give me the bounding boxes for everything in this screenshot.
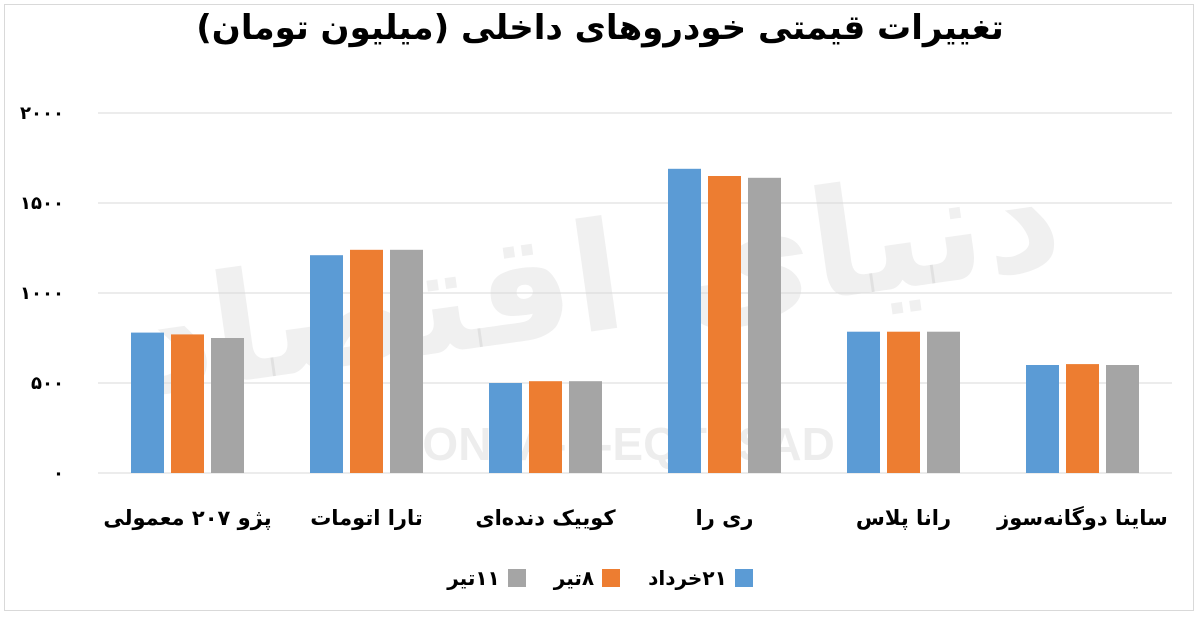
bar [529,381,562,473]
bar [310,255,343,473]
legend-swatch [507,569,526,587]
x-tick-label: پژو ۲۰۷ معمولی [103,506,271,530]
y-tick-label: ۵۰۰ [31,373,64,394]
y-axis-labels: ۰ ۵۰۰ ۱۰۰۰ ۱۵۰۰ ۲۰۰۰ [20,103,64,484]
bar [350,249,383,473]
y-tick-label: ۲۰۰۰ [20,103,64,124]
legend-swatch [602,569,621,587]
chart-frame [4,4,1194,611]
bar [887,331,920,473]
x-tick-label: تارا اتومات [310,506,423,530]
bar [1066,364,1099,473]
x-tick-label: ساینا دوگانه‌سوز [996,505,1168,530]
chart-title: تغییرات قیمتی خودروهای داخلی (میلیون توم… [196,8,1004,48]
bars [131,168,1139,474]
bar [569,381,602,473]
y-tick-label: ۰ [53,463,64,484]
y-tick-label: ۱۰۰۰ [20,283,64,304]
x-tick-label: رانا پلاس [856,506,951,530]
legend-item: ۸تیر [553,566,621,590]
bar [708,176,741,473]
legend: ۲۱خرداد ۸تیر ۱۱تیر [0,566,1200,590]
bar [927,331,960,473]
legend-item: ۲۱خرداد [648,566,753,590]
legend-label: ۲۱خرداد [648,566,727,590]
legend-label: ۸تیر [553,566,595,590]
legend-item: ۱۱تیر [447,566,526,590]
bar [748,177,781,474]
bar [1026,365,1059,473]
bar [1106,365,1139,473]
x-tick-label: ری را [696,506,754,530]
bar [390,249,423,473]
x-axis-labels: پژو ۲۰۷ معمولی تارا اتومات کوییک دنده‌ای ری… [103,505,1167,530]
legend-label: ۱۱تیر [447,566,500,590]
bar [489,383,522,473]
y-tick-label: ۱۵۰۰ [20,193,64,214]
bar [847,331,880,473]
legend-swatch [734,569,753,587]
bar [131,332,164,473]
bar [211,338,244,473]
bar [668,168,701,474]
bar [171,334,204,473]
x-tick-label: کوییک دنده‌ای [475,506,616,530]
gridlines [98,112,1172,474]
